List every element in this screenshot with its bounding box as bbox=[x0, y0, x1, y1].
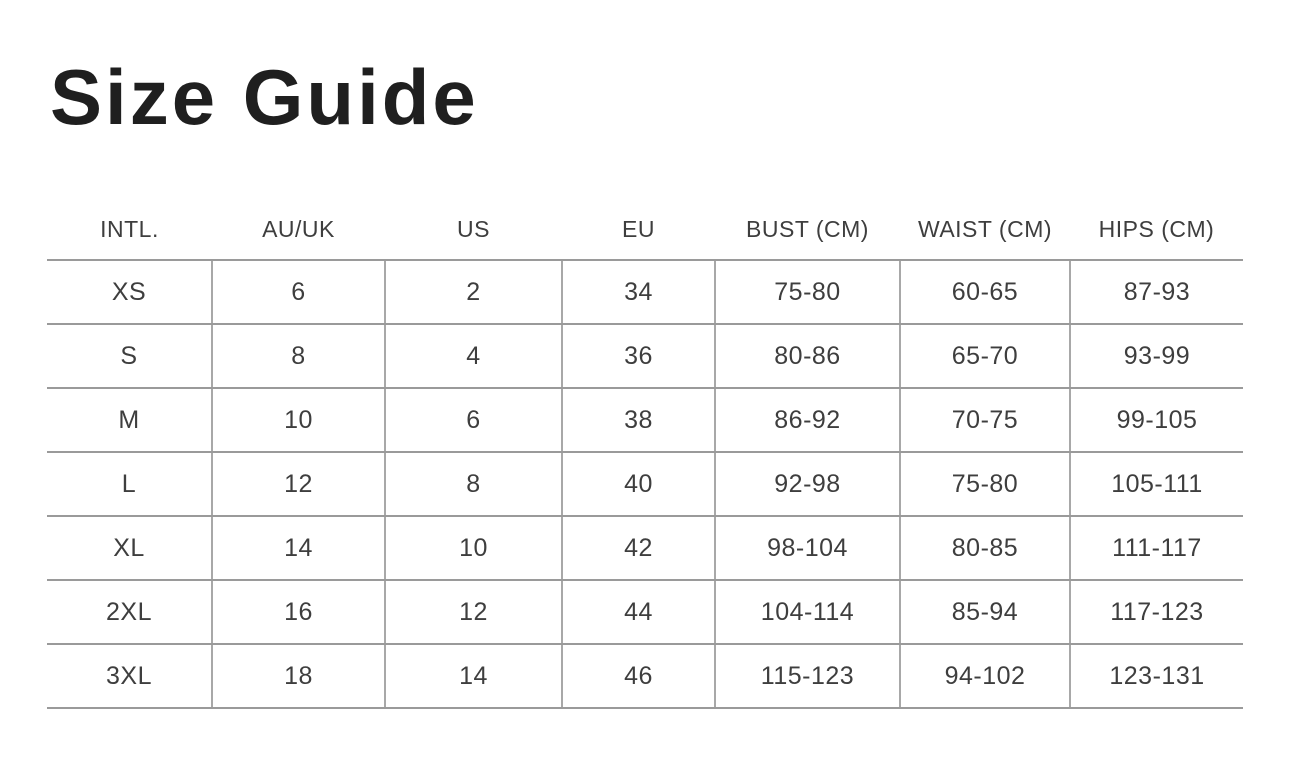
cell-hips-cm: 123-131 bbox=[1069, 644, 1243, 709]
cell-eu: 42 bbox=[561, 516, 715, 581]
cell-waist-cm: 60-65 bbox=[899, 260, 1070, 325]
cell-bust-cm: 80-86 bbox=[714, 324, 900, 389]
cell-us: 10 bbox=[384, 516, 562, 581]
table-row-l: L 12 8 40 92-98 75-80 105-111 bbox=[47, 452, 1243, 517]
cell-intl: S bbox=[47, 324, 212, 389]
cell-waist-cm: 94-102 bbox=[899, 644, 1070, 709]
column-header-intl: INTL. bbox=[47, 200, 212, 261]
cell-eu: 40 bbox=[561, 452, 715, 517]
cell-us: 6 bbox=[384, 388, 562, 453]
table-row-s: S 8 4 36 80-86 65-70 93-99 bbox=[47, 324, 1243, 389]
cell-us: 12 bbox=[384, 580, 562, 645]
cell-hips-cm: 93-99 bbox=[1069, 324, 1243, 389]
cell-bust-cm: 104-114 bbox=[714, 580, 900, 645]
cell-waist-cm: 75-80 bbox=[899, 452, 1070, 517]
column-header-waist-cm: WAIST (CM) bbox=[900, 200, 1070, 261]
table-row-2xl: 2XL 16 12 44 104-114 85-94 117-123 bbox=[47, 580, 1243, 645]
cell-au-uk: 14 bbox=[211, 516, 385, 581]
cell-bust-cm: 115-123 bbox=[714, 644, 900, 709]
cell-au-uk: 8 bbox=[211, 324, 385, 389]
cell-au-uk: 10 bbox=[211, 388, 385, 453]
column-header-bust-cm: BUST (CM) bbox=[715, 200, 900, 261]
cell-eu: 38 bbox=[561, 388, 715, 453]
cell-us: 4 bbox=[384, 324, 562, 389]
cell-waist-cm: 70-75 bbox=[899, 388, 1070, 453]
cell-intl: L bbox=[47, 452, 212, 517]
table-row-xs: XS 6 2 34 75-80 60-65 87-93 bbox=[47, 260, 1243, 325]
cell-au-uk: 16 bbox=[211, 580, 385, 645]
cell-intl: XS bbox=[47, 260, 212, 325]
cell-bust-cm: 75-80 bbox=[714, 260, 900, 325]
cell-intl: 3XL bbox=[47, 644, 212, 709]
cell-waist-cm: 65-70 bbox=[899, 324, 1070, 389]
cell-eu: 34 bbox=[561, 260, 715, 325]
cell-bust-cm: 98-104 bbox=[714, 516, 900, 581]
cell-waist-cm: 85-94 bbox=[899, 580, 1070, 645]
table-row-xl: XL 14 10 42 98-104 80-85 111-117 bbox=[47, 516, 1243, 581]
cell-hips-cm: 117-123 bbox=[1069, 580, 1243, 645]
cell-hips-cm: 105-111 bbox=[1069, 452, 1243, 517]
size-guide-table: INTL. AU/UK US EU BUST (CM) WAIST (CM) H… bbox=[47, 200, 1243, 709]
table-header-row: INTL. AU/UK US EU BUST (CM) WAIST (CM) H… bbox=[47, 200, 1243, 261]
column-header-eu: EU bbox=[562, 200, 715, 261]
cell-waist-cm: 80-85 bbox=[899, 516, 1070, 581]
cell-hips-cm: 111-117 bbox=[1069, 516, 1243, 581]
column-header-hips-cm: HIPS (CM) bbox=[1070, 200, 1243, 261]
cell-eu: 44 bbox=[561, 580, 715, 645]
cell-hips-cm: 87-93 bbox=[1069, 260, 1243, 325]
cell-intl: XL bbox=[47, 516, 212, 581]
cell-us: 14 bbox=[384, 644, 562, 709]
size-guide-page: Size Guide INTL. AU/UK US EU BUST (CM) W… bbox=[0, 58, 1289, 782]
cell-au-uk: 18 bbox=[211, 644, 385, 709]
cell-intl: 2XL bbox=[47, 580, 212, 645]
table-row-3xl: 3XL 18 14 46 115-123 94-102 123-131 bbox=[47, 644, 1243, 709]
cell-hips-cm: 99-105 bbox=[1069, 388, 1243, 453]
page-title: Size Guide bbox=[50, 53, 479, 141]
cell-intl: M bbox=[47, 388, 212, 453]
column-header-us: US bbox=[385, 200, 562, 261]
cell-au-uk: 6 bbox=[211, 260, 385, 325]
cell-bust-cm: 92-98 bbox=[714, 452, 900, 517]
cell-au-uk: 12 bbox=[211, 452, 385, 517]
cell-us: 8 bbox=[384, 452, 562, 517]
cell-eu: 46 bbox=[561, 644, 715, 709]
table-row-m: M 10 6 38 86-92 70-75 99-105 bbox=[47, 388, 1243, 453]
cell-us: 2 bbox=[384, 260, 562, 325]
cell-bust-cm: 86-92 bbox=[714, 388, 900, 453]
column-header-au-uk: AU/UK bbox=[212, 200, 385, 261]
cell-eu: 36 bbox=[561, 324, 715, 389]
